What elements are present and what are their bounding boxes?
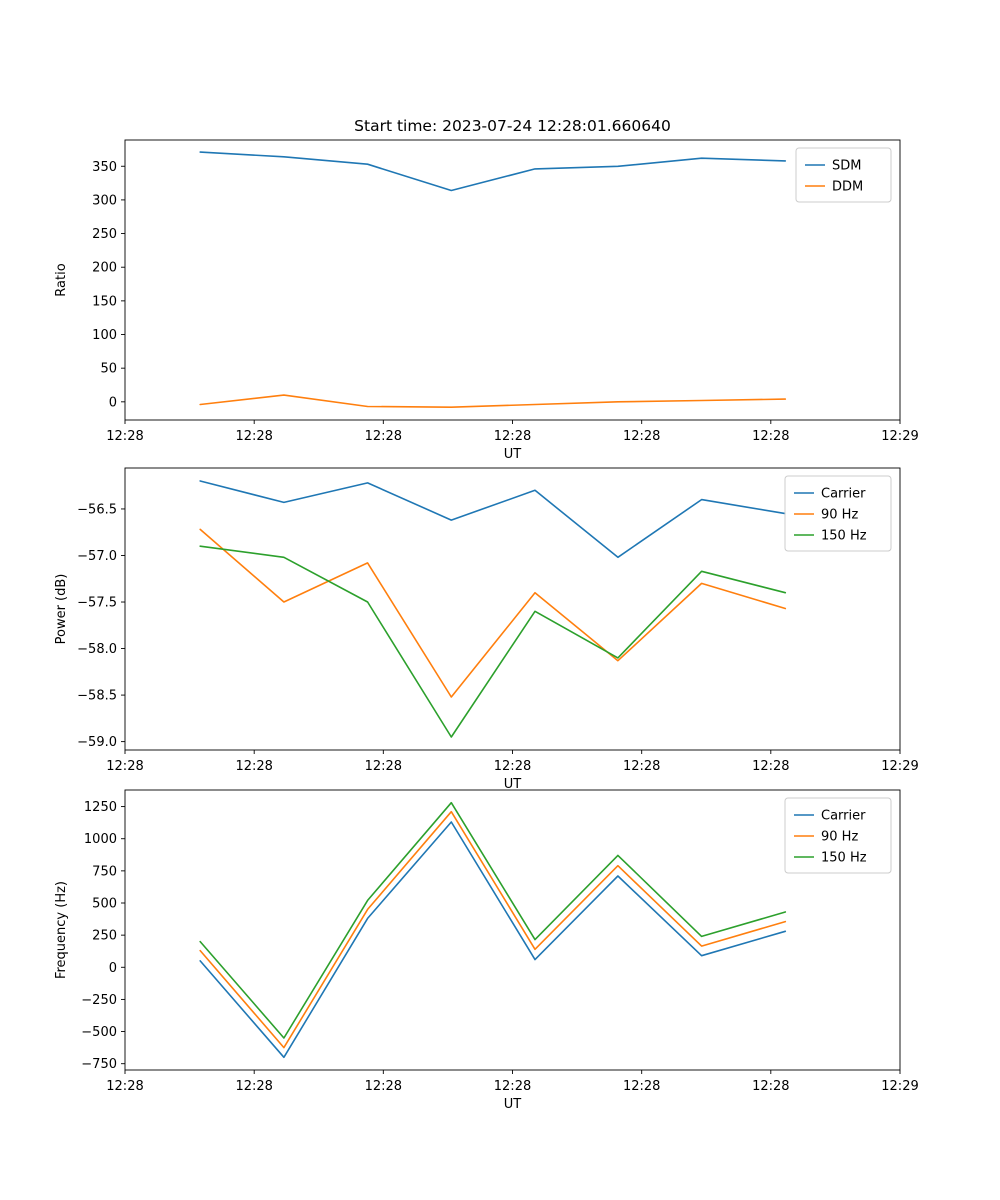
ratio-xlabel: UT bbox=[504, 447, 522, 462]
y-tick-label: −500 bbox=[81, 1025, 117, 1040]
y-tick-label: 250 bbox=[92, 227, 117, 242]
frequency-series-carrier bbox=[199, 821, 787, 1059]
x-tick-label: 12:28 bbox=[494, 429, 531, 444]
y-tick-label: 50 bbox=[100, 362, 117, 377]
x-tick-label: 12:28 bbox=[752, 759, 789, 774]
x-tick-label: 12:28 bbox=[235, 759, 272, 774]
frequency-series-90-hz bbox=[199, 810, 787, 1049]
ratio-frame bbox=[124, 139, 901, 421]
legend-label: 150 Hz bbox=[821, 529, 867, 544]
ratio-axes: 0 50 100 150 200 250 300 350 12:28 12:28 12:28 12:2… bbox=[92, 160, 919, 444]
power-axes: −59.0 −58.5 −58.0 −57.5 −57.0 −56.5 12:28 12:28… bbox=[77, 502, 919, 774]
legend-label: 90 Hz bbox=[821, 508, 858, 523]
y-tick-label: 750 bbox=[92, 864, 117, 879]
y-tick-label: 100 bbox=[92, 328, 117, 343]
x-tick-label: 12:28 bbox=[106, 759, 143, 774]
power-subplot: −59.0 −58.5 −58.0 −57.5 −57.0 −56.5 12:28 12:28… bbox=[54, 467, 919, 792]
y-tick-label: 150 bbox=[92, 294, 117, 309]
y-tick-label: −58.5 bbox=[77, 689, 117, 704]
x-tick-label: 12:28 bbox=[752, 1079, 789, 1094]
y-tick-label: −59.0 bbox=[77, 735, 117, 750]
y-tick-label: −58.0 bbox=[77, 642, 117, 657]
y-tick-label: 250 bbox=[92, 929, 117, 944]
y-tick-label: −57.0 bbox=[77, 549, 117, 564]
x-tick-label: 12:28 bbox=[365, 1079, 402, 1094]
power-series-150-hz bbox=[199, 545, 787, 738]
ratio-legend: SDM DDM bbox=[795, 147, 892, 203]
y-tick-label: −250 bbox=[81, 993, 117, 1008]
y-tick-label: 300 bbox=[92, 193, 117, 208]
x-tick-label: 12:28 bbox=[365, 759, 402, 774]
frequency-series-150-hz bbox=[199, 801, 787, 1039]
legend-label: Carrier bbox=[821, 487, 866, 502]
power-legend: Carrier 90 Hz 150 Hz bbox=[784, 475, 892, 552]
ratio-series-ddm bbox=[199, 394, 787, 409]
legend-box bbox=[784, 475, 892, 552]
chart-title: Start time: 2023-07-24 12:28:01.660640 bbox=[354, 117, 671, 135]
x-tick-label: 12:28 bbox=[494, 1079, 531, 1094]
y-tick-label: −56.5 bbox=[77, 502, 117, 517]
x-tick-label: 12:28 bbox=[106, 429, 143, 444]
x-tick-label: 12:28 bbox=[106, 1079, 143, 1094]
x-tick-label: 12:29 bbox=[881, 429, 918, 444]
frequency-subplot: −750 −500 −250 0 250 500 750 1000 1250 12:28 12:28… bbox=[54, 789, 919, 1112]
y-tick-label: 0 bbox=[109, 961, 117, 976]
x-tick-label: 12:28 bbox=[623, 429, 660, 444]
ratio-subplot: 0 50 100 150 200 250 300 350 12:28 12:28 12:28 12:2… bbox=[54, 139, 919, 462]
power-series-90-hz bbox=[199, 528, 787, 698]
x-tick-label: 12:28 bbox=[365, 429, 402, 444]
y-tick-label: 0 bbox=[109, 395, 117, 410]
legend-label: DDM bbox=[832, 180, 863, 195]
x-tick-label: 12:28 bbox=[752, 429, 789, 444]
frequency-xlabel: UT bbox=[504, 1097, 522, 1112]
y-tick-label: 1000 bbox=[84, 832, 117, 847]
legend-box bbox=[795, 147, 892, 203]
x-tick-label: 12:28 bbox=[494, 759, 531, 774]
legend-label: 90 Hz bbox=[821, 830, 858, 845]
power-xlabel: UT bbox=[504, 777, 522, 792]
y-tick-label: 200 bbox=[92, 261, 117, 276]
y-tick-label: −57.5 bbox=[77, 596, 117, 611]
ratio-ylabel: Ratio bbox=[54, 263, 69, 296]
frequency-legend: Carrier 90 Hz 150 Hz bbox=[784, 797, 892, 874]
x-tick-label: 12:28 bbox=[235, 429, 272, 444]
power-ylabel: Power (dB) bbox=[54, 574, 69, 645]
legend-box bbox=[784, 797, 892, 874]
x-tick-label: 12:28 bbox=[235, 1079, 272, 1094]
legend-label: Carrier bbox=[821, 809, 866, 824]
x-tick-label: 12:29 bbox=[881, 759, 918, 774]
ratio-series-sdm bbox=[199, 151, 787, 192]
x-tick-label: 12:28 bbox=[623, 1079, 660, 1094]
x-tick-label: 12:29 bbox=[881, 1079, 918, 1094]
y-tick-label: 500 bbox=[92, 897, 117, 912]
frequency-ylabel: Frequency (Hz) bbox=[54, 881, 69, 979]
power-series-carrier bbox=[199, 480, 787, 559]
legend-label: SDM bbox=[832, 159, 861, 174]
frequency-axes: −750 −500 −250 0 250 500 750 1000 1250 12:28 12:28… bbox=[81, 800, 918, 1094]
power-frame bbox=[124, 467, 901, 751]
y-tick-label: 350 bbox=[92, 160, 117, 175]
x-tick-label: 12:28 bbox=[623, 759, 660, 774]
y-tick-label: 1250 bbox=[84, 800, 117, 815]
frequency-frame bbox=[124, 789, 901, 1071]
y-tick-label: −750 bbox=[81, 1057, 117, 1072]
legend-label: 150 Hz bbox=[821, 851, 867, 866]
